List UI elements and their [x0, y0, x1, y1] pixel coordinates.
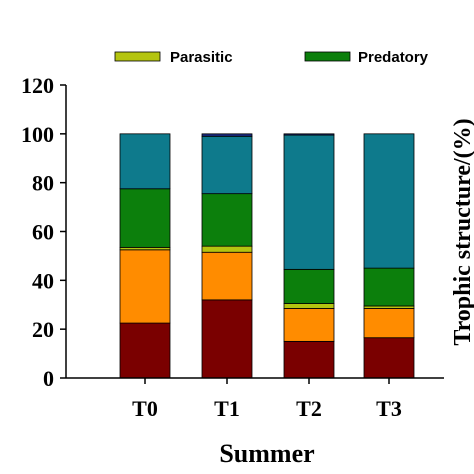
y-tick-label: 80 — [32, 171, 54, 196]
bar-segment — [202, 246, 252, 252]
bars — [120, 134, 414, 378]
bar-segment — [284, 135, 334, 269]
x-category-label: T2 — [296, 396, 322, 421]
bar-segment — [202, 194, 252, 246]
bar-segment — [364, 134, 414, 268]
x-categories: T0 T1 T2 T3 — [132, 378, 402, 421]
legend-swatch — [305, 52, 350, 61]
bar-segment — [364, 308, 414, 337]
bar-segment — [202, 300, 252, 378]
x-axis-title: Summer — [219, 439, 314, 468]
x-category-label: T0 — [132, 396, 158, 421]
y-axis-title: Trophic structure/(%) — [450, 118, 474, 345]
legend-label: Parasitic — [170, 49, 233, 66]
legend-label: Predatory — [358, 49, 429, 66]
bar-segment — [284, 304, 334, 309]
bar-segment — [120, 134, 170, 189]
bar-segment — [202, 252, 252, 300]
y-tick-label: 100 — [21, 122, 54, 147]
bar-segment — [120, 323, 170, 378]
legend: Parasitic Predatory — [115, 49, 429, 66]
y-tick-label: 0 — [43, 366, 54, 391]
x-category-label: T3 — [376, 396, 402, 421]
bar-segment — [284, 134, 334, 135]
bar-segment — [202, 136, 252, 193]
legend-swatch — [115, 52, 160, 61]
bar-segment — [364, 338, 414, 378]
bar-segment — [202, 134, 252, 136]
y-ticks: 0 20 40 60 80 100 120 — [21, 73, 66, 391]
bar-segment — [284, 308, 334, 341]
x-category-label: T1 — [214, 396, 240, 421]
bar-segment — [120, 189, 170, 248]
bar-segment — [120, 250, 170, 323]
y-tick-label: 120 — [21, 73, 54, 98]
y-tick-label: 60 — [32, 220, 54, 245]
bar-segment — [284, 341, 334, 378]
bar-segment — [364, 268, 414, 306]
y-tick-label: 40 — [32, 268, 54, 293]
y-tick-label: 20 — [32, 317, 54, 342]
bar-segment — [284, 269, 334, 303]
